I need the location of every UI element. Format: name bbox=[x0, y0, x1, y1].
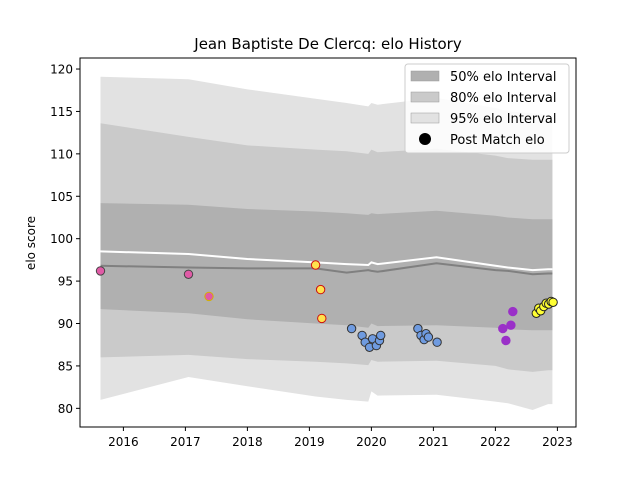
match-point-0-0 bbox=[95, 266, 106, 276]
y-axis-label: elo score bbox=[24, 216, 38, 270]
match-point-1-0 bbox=[204, 291, 214, 302]
y-tick-label: 110 bbox=[50, 147, 73, 161]
match-point-3-12 bbox=[423, 332, 434, 342]
y-tick-label: 95 bbox=[58, 275, 73, 289]
y-tick-label: 80 bbox=[58, 402, 73, 416]
legend-marker bbox=[419, 133, 431, 145]
median-line bbox=[100, 262, 553, 276]
y-tick-label: 120 bbox=[50, 63, 73, 77]
legend-swatch bbox=[410, 112, 440, 124]
chart-title: Jean Baptiste De Clercq: elo History bbox=[193, 35, 462, 53]
y-tick-label: 105 bbox=[50, 190, 73, 204]
y-tick-label: 90 bbox=[58, 317, 73, 331]
match-point-4-0 bbox=[498, 323, 508, 334]
match-point-4-2 bbox=[506, 320, 516, 330]
match-point-5-7 bbox=[548, 297, 558, 307]
legend-swatch bbox=[410, 91, 440, 103]
y-tick-label: 85 bbox=[58, 359, 73, 373]
legend-label: 95% elo Interval bbox=[450, 112, 557, 127]
x-tick-label: 2022 bbox=[480, 435, 511, 449]
x-axis: 2016 2017 2018 2019 2020 2021 2022 2023 bbox=[108, 427, 573, 449]
legend: 50% elo Interval 80% elo Interval 95% elo … bbox=[404, 63, 570, 154]
y-axis: 80 85 90 95 100 105 110 115 120 bbox=[50, 63, 80, 416]
match-point-2-1 bbox=[315, 284, 326, 295]
match-point-4-3 bbox=[508, 306, 518, 317]
legend-swatch bbox=[410, 70, 440, 82]
x-tick-label: 2020 bbox=[356, 435, 387, 449]
y-tick-label: 115 bbox=[50, 105, 73, 119]
x-tick-label: 2017 bbox=[170, 435, 201, 449]
match-point-0-1 bbox=[183, 269, 194, 279]
match-point-3-7 bbox=[376, 330, 386, 341]
legend-label: 80% elo Interval bbox=[450, 91, 557, 106]
plot-area bbox=[95, 76, 558, 410]
legend-label: Post Match elo bbox=[450, 133, 545, 148]
legend-box bbox=[404, 63, 570, 154]
mean-line bbox=[100, 250, 553, 272]
match-point-4-1 bbox=[501, 335, 511, 346]
legend-label: 50% elo Interval bbox=[450, 70, 557, 85]
match-point-2-2 bbox=[317, 313, 327, 324]
x-tick-label: 2021 bbox=[418, 435, 449, 449]
plot-frame bbox=[79, 57, 577, 428]
match-point-2-0 bbox=[310, 260, 321, 270]
band-50-interval bbox=[100, 203, 553, 331]
match-point-3-0 bbox=[346, 323, 357, 334]
x-tick-label: 2016 bbox=[108, 435, 139, 449]
x-tick-label: 2019 bbox=[294, 435, 325, 449]
y-tick-label: 100 bbox=[50, 232, 73, 246]
x-tick-label: 2018 bbox=[232, 435, 263, 449]
x-tick-label: 2023 bbox=[542, 435, 573, 449]
match-point-3-13 bbox=[432, 337, 442, 347]
